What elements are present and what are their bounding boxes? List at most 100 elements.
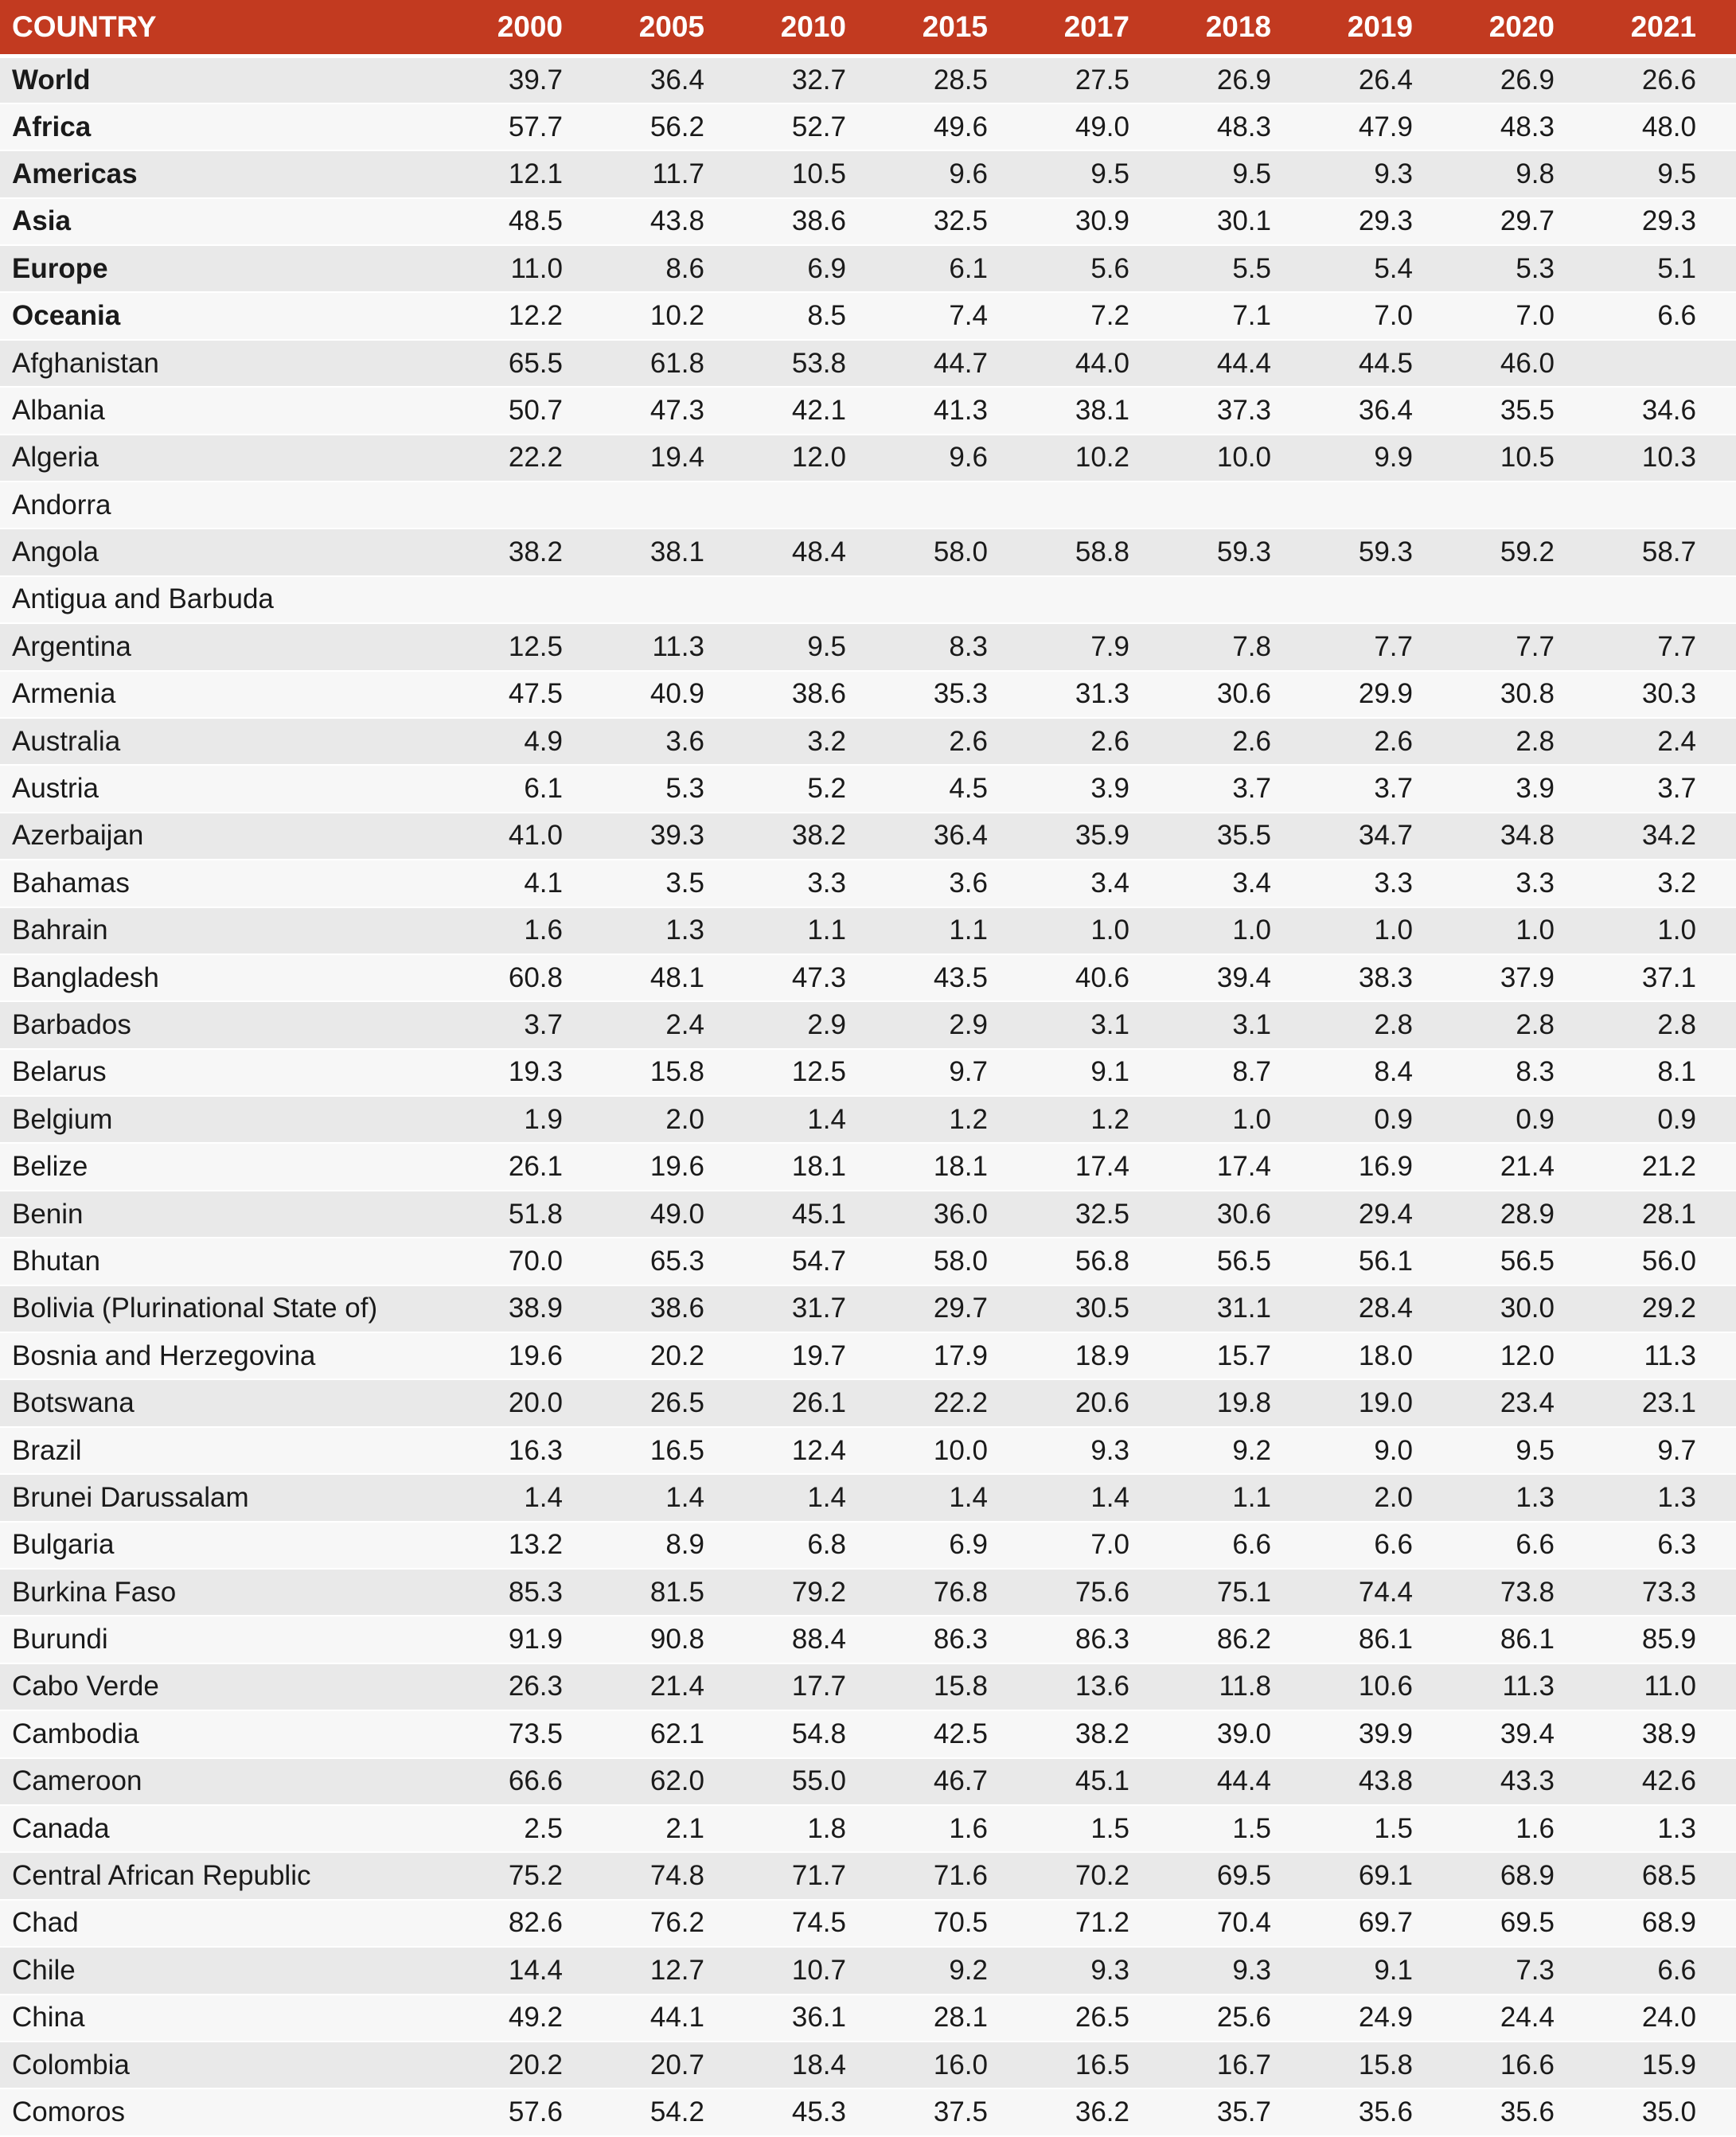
value-cell: 75.2 — [508, 1860, 563, 1892]
value-cell: 38.3 — [1358, 961, 1413, 993]
table-row-region: Europe 11.0 8.6 6.9 6.1 5.6 5.5 5.4 5.3 5.1 — [0, 245, 1736, 293]
row-label: Oceania — [12, 300, 121, 332]
value-cell: 21.4 — [1500, 1151, 1555, 1183]
value-cell: 74.5 — [791, 1907, 846, 1939]
value-cell: 71.2 — [1075, 1907, 1129, 1939]
value-cell: 29.2 — [1641, 1293, 1696, 1324]
value-cell: 19.3 — [508, 1056, 563, 1088]
value-cell: 11.3 — [652, 630, 704, 662]
value-cell: 11.7 — [652, 158, 704, 189]
value-cell: 26.5 — [650, 1387, 704, 1419]
value-cell: 26.6 — [1641, 64, 1696, 96]
value-cell: 6.1 — [524, 773, 563, 805]
value-cell: 49.2 — [508, 2002, 563, 2034]
value-cell — [1562, 482, 1736, 528]
value-cell: 3.9 — [1090, 773, 1129, 805]
value-cell: 1.1 — [807, 914, 846, 946]
table-row: Bosnia and Herzegovina 19.6 20.2 19.7 17.9 18… — [0, 1332, 1736, 1380]
column-header-year-2020: 2020 — [1421, 0, 1562, 58]
row-label: Bulgaria — [12, 1529, 115, 1561]
value-cell: 38.1 — [650, 536, 704, 568]
value-cell: 71.7 — [791, 1860, 846, 1892]
value-cell: 29.4 — [1358, 1198, 1413, 1230]
value-cell: 14.4 — [508, 1954, 563, 1986]
value-cell — [1279, 576, 1421, 623]
value-cell: 10.3 — [1641, 442, 1696, 474]
table-row: Cambodia 73.5 62.1 54.8 42.5 38.2 39.0 39.9 39.4… — [0, 1710, 1736, 1758]
value-cell: 61.8 — [650, 347, 704, 379]
value-cell: 2.4 — [665, 1009, 704, 1040]
value-cell: 18.0 — [1358, 1340, 1413, 1371]
value-cell: 57.7 — [508, 111, 563, 142]
value-cell: 6.9 — [949, 1529, 988, 1561]
column-header-year-2021: 2021 — [1562, 0, 1736, 58]
table-row: Argentina 12.5 11.3 9.5 8.3 7.9 7.8 7.7 7.7 7.7 — [0, 623, 1736, 671]
row-label: Belize — [12, 1151, 88, 1183]
table-row: China 49.2 44.1 36.1 28.1 26.5 25.6 24.9 24.4 24.… — [0, 1994, 1736, 2041]
row-label: Albania — [12, 394, 105, 426]
value-cell: 20.6 — [1075, 1387, 1129, 1419]
value-cell: 5.3 — [665, 773, 704, 805]
value-cell: 48.3 — [1500, 111, 1555, 142]
value-cell: 19.6 — [650, 1151, 704, 1183]
value-cell — [1562, 576, 1736, 623]
column-header-year-2018: 2018 — [1137, 0, 1279, 58]
table-row: Benin 51.8 49.0 45.1 36.0 32.5 30.6 29.4 28.9 28.… — [0, 1190, 1736, 1238]
value-cell: 31.7 — [791, 1293, 846, 1324]
value-cell: 3.1 — [1232, 1009, 1271, 1040]
value-cell: 60.8 — [508, 961, 563, 993]
value-cell: 36.4 — [1358, 394, 1413, 426]
value-cell: 23.4 — [1500, 1387, 1555, 1419]
value-cell: 3.7 — [1657, 773, 1696, 805]
row-label: Barbados — [12, 1009, 131, 1040]
value-cell: 9.8 — [1516, 158, 1555, 189]
value-cell: 38.9 — [508, 1293, 563, 1324]
value-cell: 9.3 — [1090, 1434, 1129, 1466]
value-cell: 10.6 — [1358, 1671, 1413, 1702]
table-row: Bahrain 1.6 1.3 1.1 1.1 1.0 1.0 1.0 1.0 1.0 — [0, 907, 1736, 954]
value-cell: 35.6 — [1500, 2096, 1555, 2127]
value-cell: 48.1 — [650, 961, 704, 993]
value-cell: 58.0 — [933, 1245, 988, 1277]
value-cell: 6.6 — [1374, 1529, 1413, 1561]
value-cell: 26.5 — [1075, 2002, 1129, 2034]
value-cell: 9.3 — [1374, 158, 1413, 189]
value-cell: 19.6 — [508, 1340, 563, 1371]
value-cell: 3.9 — [1516, 773, 1555, 805]
value-cell: 30.6 — [1216, 678, 1271, 710]
value-cell: 26.4 — [1358, 64, 1413, 96]
value-cell: 76.8 — [933, 1576, 988, 1608]
value-cell: 39.7 — [508, 64, 563, 96]
row-label: Chad — [12, 1907, 79, 1939]
value-cell: 82.6 — [508, 1907, 563, 1939]
value-cell: 3.3 — [1374, 867, 1413, 899]
value-cell: 9.5 — [807, 630, 846, 662]
value-cell — [1421, 482, 1562, 528]
table-row: Belarus 19.3 15.8 12.5 9.7 9.1 8.7 8.4 8.3 8.1 — [0, 1048, 1736, 1097]
value-cell: 10.2 — [650, 300, 704, 332]
value-cell: 52.7 — [791, 111, 846, 142]
value-cell: 1.8 — [807, 1812, 846, 1844]
value-cell: 1.5 — [1090, 1812, 1129, 1844]
value-cell: 43.5 — [933, 961, 988, 993]
value-cell: 3.5 — [665, 867, 704, 899]
value-cell: 2.6 — [1374, 725, 1413, 757]
row-label: Brazil — [12, 1434, 82, 1466]
value-cell: 6.8 — [807, 1529, 846, 1561]
table-row: Chad 82.6 76.2 74.5 70.5 71.2 70.4 69.7 69.5 68.9 — [0, 1899, 1736, 1948]
value-cell: 9.5 — [1232, 158, 1271, 189]
table-row: Afghanistan 65.5 61.8 53.8 44.7 44.0 44.4 44.5 4… — [0, 339, 1736, 388]
value-cell: 9.1 — [1090, 1056, 1129, 1088]
value-cell: 3.2 — [807, 725, 846, 757]
value-cell: 38.2 — [508, 536, 563, 568]
value-cell: 12.7 — [650, 1954, 704, 1986]
value-cell: 22.2 — [933, 1387, 988, 1419]
value-cell: 86.2 — [1216, 1624, 1271, 1655]
value-cell: 18.9 — [1075, 1340, 1129, 1371]
value-cell: 47.5 — [508, 678, 563, 710]
row-label: Cameroon — [12, 1765, 142, 1797]
value-cell: 76.2 — [650, 1907, 704, 1939]
value-cell — [1137, 576, 1279, 623]
value-cell: 6.6 — [1516, 1529, 1555, 1561]
value-cell: 1.4 — [665, 1481, 704, 1513]
